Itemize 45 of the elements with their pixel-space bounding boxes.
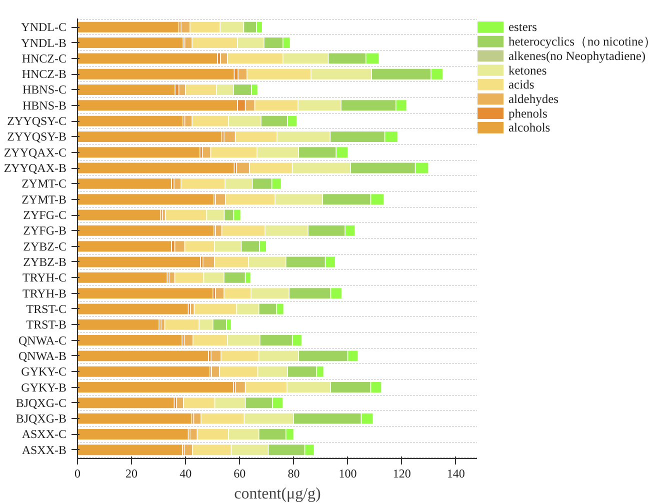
legend-label: heterocyclics（no nicotine） bbox=[508, 34, 656, 49]
y-tick-label: ZYFG-B bbox=[23, 224, 67, 238]
y-tick-label: YNDL-B bbox=[21, 36, 66, 50]
x-tick-label: 80 bbox=[288, 466, 300, 480]
y-tick-label: GYKY-B bbox=[21, 380, 67, 394]
y-tick-label: ZYYQAX-B bbox=[4, 161, 67, 176]
x-tick-label: 140 bbox=[446, 466, 465, 480]
y-tick-label: HBNS-C bbox=[22, 82, 67, 97]
y-tick-label: BJQXG-B bbox=[16, 412, 66, 426]
y-tick-label: ASXX-B bbox=[22, 442, 66, 457]
y-tick-label: ZYBZ-B bbox=[23, 254, 67, 269]
legend-label: acids bbox=[508, 78, 534, 92]
y-tick-label: ZYYQSY-C bbox=[7, 114, 67, 128]
x-tick-label: 100 bbox=[338, 466, 357, 480]
y-tick-label: ZYBZ-C bbox=[23, 239, 67, 254]
x-tick-label: 0 bbox=[74, 466, 80, 480]
y-tick-label: ZYYQSY-B bbox=[7, 130, 67, 144]
x-axis-title: content(μg/g) bbox=[234, 486, 321, 502]
y-tick-label: HBNS-B bbox=[22, 98, 67, 112]
y-tick-label: ZYMT-B bbox=[22, 192, 67, 206]
y-tick-label: TRYH-B bbox=[22, 286, 67, 300]
legend-label: ketones bbox=[508, 63, 547, 78]
y-tick-label: QNWA-C bbox=[18, 333, 67, 348]
y-tick-label: HNCZ-C bbox=[22, 51, 67, 66]
legend-label: alcohols bbox=[508, 120, 550, 135]
x-tick-label: 20 bbox=[126, 466, 138, 480]
y-tick-label: ZYYQAX-C bbox=[4, 145, 67, 160]
x-tick-label: 60 bbox=[234, 466, 246, 480]
y-tick-label: HNCZ-B bbox=[22, 67, 67, 82]
y-tick-label: TRYH-C bbox=[22, 270, 67, 285]
y-tick-label: QNWA-B bbox=[18, 348, 67, 363]
x-tick-label: 40 bbox=[180, 466, 192, 480]
x-tick-label: 120 bbox=[392, 466, 411, 480]
legend-label: phenols bbox=[508, 106, 548, 120]
y-tick-label: TRST-C bbox=[26, 302, 67, 316]
y-tick-label: GYKY-C bbox=[21, 364, 67, 379]
y-tick-label: ZYMT-C bbox=[22, 176, 67, 191]
y-tick-label: BJQXG-C bbox=[16, 396, 66, 410]
y-tick-label: YNDL-C bbox=[21, 20, 66, 34]
y-tick-label: TRST-B bbox=[26, 318, 67, 332]
legend-label: esters bbox=[508, 20, 538, 34]
legend-label: alkenes(no Neophytadiene) bbox=[508, 48, 646, 63]
y-tick-label: ASXX-C bbox=[22, 427, 66, 442]
y-tick-label: ZYFG-C bbox=[23, 208, 67, 222]
legend-label: aldehydes bbox=[508, 92, 559, 106]
